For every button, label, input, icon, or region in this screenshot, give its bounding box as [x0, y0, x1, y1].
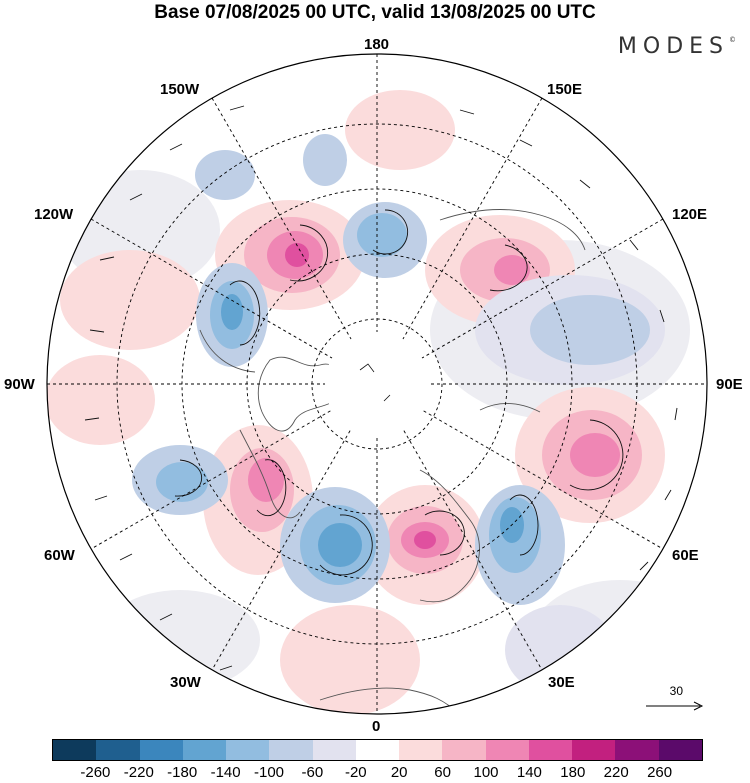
anomaly-blue-siberia	[475, 275, 665, 385]
anomaly-blue-labrador	[132, 445, 228, 515]
colorbar-segment	[182, 740, 227, 760]
colorbar-tick-label: -140	[210, 764, 241, 781]
anomaly-pink-scandinavia	[365, 485, 485, 605]
colorbar-tick-label: 180	[560, 764, 586, 781]
lon-label-30w: 30W	[170, 674, 201, 691]
colorbar-segment	[528, 740, 573, 760]
colorbar-segment	[615, 740, 659, 760]
colorbar-tick-label: -60	[301, 764, 324, 781]
anomaly-pink-canada-west	[60, 250, 200, 350]
anomaly-blue-russia	[475, 485, 565, 605]
colorbar-segment	[53, 740, 97, 760]
wind-vectors	[84, 105, 678, 691]
colorbar-segment	[96, 740, 140, 760]
lon-label-150e: 150E	[547, 81, 583, 98]
colorbar-segment	[312, 740, 356, 760]
colorbar-tick-label: 260	[647, 764, 673, 781]
lon-label-90e: 90E	[716, 376, 743, 393]
reference-vector-arrow	[646, 701, 704, 711]
colorbar-segment	[572, 740, 616, 760]
anomaly-pink-atlantic-south	[280, 605, 420, 714]
colorbar-segment	[399, 740, 443, 760]
colorbar-segment	[355, 740, 400, 760]
colorbar-tick-label: 140	[516, 764, 542, 781]
anomaly-blue-beaufort	[343, 202, 427, 278]
colorbar-tick-label: 100	[473, 764, 499, 781]
anomaly-blue-alaska	[196, 263, 268, 367]
colorbar-segment	[139, 740, 183, 760]
anomaly-pink-west	[47, 355, 155, 445]
pole-vectors	[359, 363, 391, 402]
colorbar-tick-label: -180	[167, 764, 198, 781]
anomaly-pink-central-asia	[515, 387, 665, 523]
colorbar-tick-label: 20	[390, 764, 408, 781]
lon-label-90w: 90W	[4, 376, 35, 393]
lon-label-150w: 150W	[160, 81, 200, 98]
map-boundary	[46, 53, 708, 715]
anomaly-pink-pacific-north	[345, 90, 455, 170]
lon-label-60w: 60W	[44, 547, 75, 564]
lon-label-30e: 30E	[548, 674, 575, 691]
anomaly-blue-small-north	[303, 134, 347, 186]
pole-cap	[325, 332, 429, 436]
reference-vector-label: 30	[669, 684, 683, 698]
colorbar-tick-label: 220	[603, 764, 629, 781]
colorbar-segment	[269, 740, 313, 760]
colorbar	[52, 739, 703, 761]
colorbar-segment	[658, 740, 702, 760]
colorbar-tick-label: -20	[344, 764, 367, 781]
brand-logo: MODES©	[617, 34, 736, 59]
lon-label-60e: 60E	[672, 547, 699, 564]
anomaly-blue-north-atlantic	[280, 487, 390, 603]
lon-label-120e: 120E	[672, 206, 708, 223]
colorbar-tick-label: -220	[123, 764, 154, 781]
lon-label-0: 0	[372, 718, 381, 735]
lon-label-180: 180	[364, 36, 390, 53]
colorbar-tick-label: 60	[434, 764, 451, 781]
colorbar-ticks: -260 -220 -180 -140 -100 -60 -20 20 60 100 140 180 2…	[52, 764, 703, 782]
colorbar-segment	[442, 740, 486, 760]
colorbar-segment	[226, 740, 270, 760]
copyright-mark: ©	[729, 36, 736, 44]
lon-label-120w: 120W	[34, 206, 74, 223]
colorbar-segment	[485, 740, 529, 760]
colorbar-tick-label: -100	[253, 764, 285, 781]
colorbar-tick-label: -260	[80, 764, 111, 781]
map-title: Base 07/08/2025 00 UTC, valid 13/08/2025…	[154, 2, 596, 23]
coastlines	[199, 209, 586, 714]
